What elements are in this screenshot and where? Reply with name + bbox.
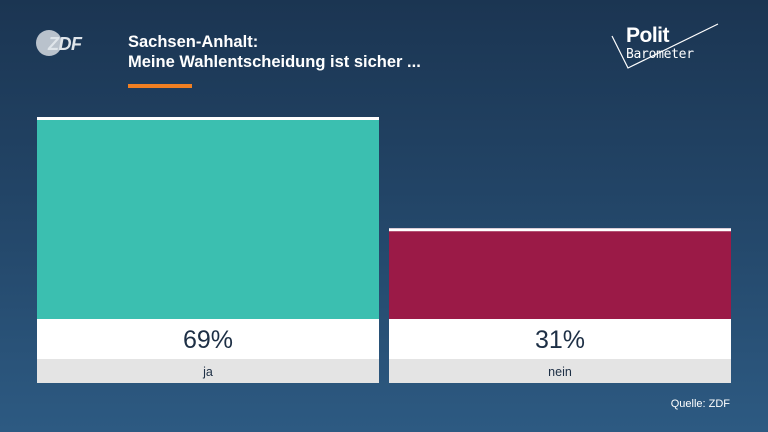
category-box-nein bbox=[389, 359, 731, 383]
category-label-ja: ja bbox=[202, 365, 213, 379]
chart-title-line1: Sachsen-Anhalt: bbox=[128, 33, 259, 51]
data-label-ja: 69% bbox=[183, 326, 233, 354]
bar-ja bbox=[37, 117, 379, 319]
chart-title: Sachsen-Anhalt: Meine Wahlentscheidung i… bbox=[128, 32, 421, 72]
zdf-logo-text: ZDF bbox=[48, 34, 82, 54]
bar-cap-nein bbox=[389, 228, 731, 232]
title-accent-line bbox=[128, 84, 192, 88]
brand-barometer: Barometer bbox=[626, 47, 694, 62]
category-label-nein: nein bbox=[548, 365, 572, 379]
politbarometer-logo: Polit Barometer bbox=[610, 22, 720, 74]
zdf-logo-circle bbox=[36, 30, 62, 56]
value-box-nein bbox=[389, 319, 731, 359]
brand-polit: Polit bbox=[626, 24, 670, 47]
bar-cap-ja bbox=[37, 117, 379, 120]
value-box-ja bbox=[37, 319, 379, 359]
category-box-ja bbox=[37, 359, 379, 383]
data-label-nein: 31% bbox=[535, 326, 585, 354]
chart-title-line2: Meine Wahlentscheidung ist sicher ... bbox=[128, 53, 421, 71]
zdf-logo: ZDF bbox=[36, 28, 92, 58]
checkmark-icon bbox=[611, 23, 719, 69]
bar-nein bbox=[389, 228, 731, 319]
source-note: Quelle: ZDF bbox=[670, 398, 730, 410]
